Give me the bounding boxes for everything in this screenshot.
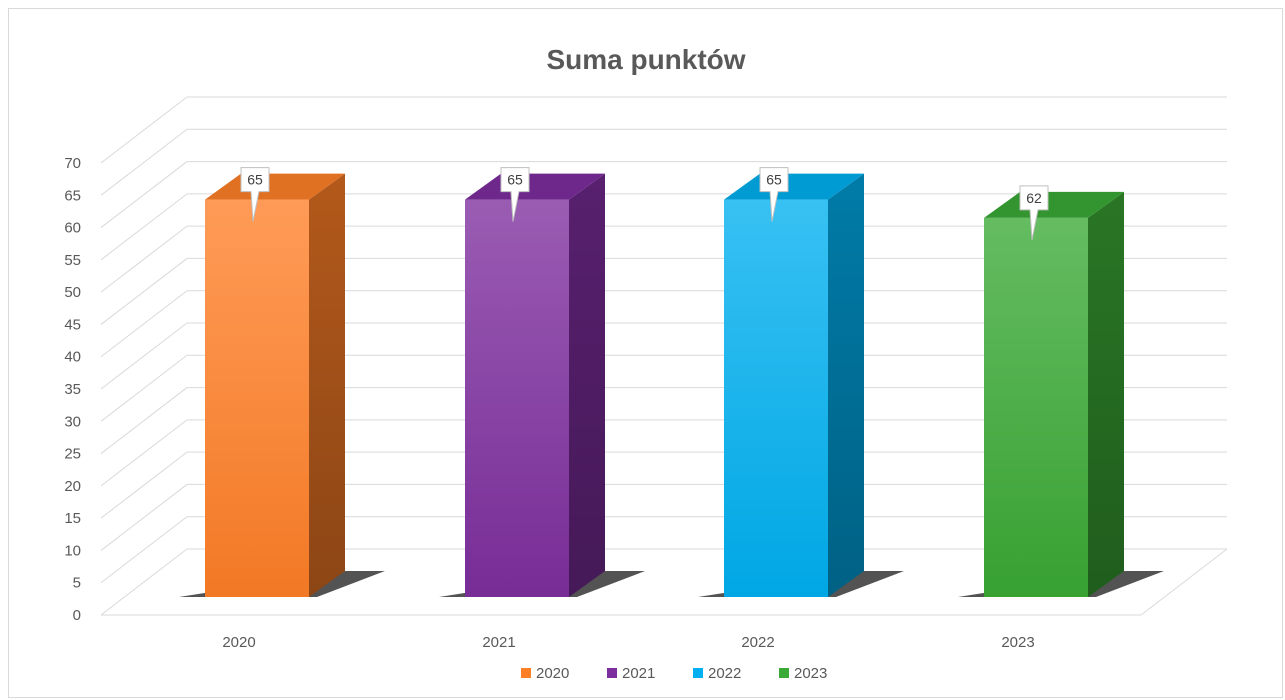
bar-top — [984, 191, 1124, 218]
legend-label: 2022 — [708, 665, 741, 682]
bar-chart: Suma punktów 0 5 10 15 20 25 30 35 40 45 50 55 60 65 7… — [64, 44, 1228, 682]
y-tick-label: 5 — [73, 575, 81, 592]
gridline-diagonal — [100, 161, 188, 228]
gridline-diagonal — [100, 225, 188, 293]
gridline-diagonal — [100, 258, 188, 325]
legend-swatch — [607, 668, 617, 678]
data-label-callout: 65 — [500, 167, 530, 222]
y-tick-label: 45 — [64, 316, 81, 333]
legend-item: 2023 — [779, 665, 827, 682]
gridline-diagonal — [100, 290, 188, 358]
gridline-diagonal — [100, 193, 188, 261]
legend-item: 2020 — [521, 665, 569, 682]
bars: 65 65 65 62 — [179, 167, 1164, 598]
gridline-diagonal — [100, 484, 188, 551]
bar-2021 — [465, 199, 569, 598]
bar-side — [1088, 191, 1124, 597]
gridline-diagonal — [100, 548, 188, 616]
legend: 2020 2021 2022 2023 — [521, 665, 827, 682]
floor-edge-right — [1140, 548, 1228, 616]
x-tick-label: 2023 — [1001, 634, 1034, 651]
y-tick-label: 40 — [64, 349, 81, 366]
bar-2023 — [984, 217, 1088, 597]
legend-swatch — [693, 668, 703, 678]
legend-item: 2022 — [693, 665, 741, 682]
y-tick-label: 55 — [64, 252, 81, 269]
y-tick-label: 15 — [64, 510, 81, 527]
y-tick-label: 35 — [64, 381, 81, 398]
y-tick-label: 70 — [64, 155, 81, 172]
legend-swatch — [521, 668, 531, 678]
legend-label: 2020 — [536, 665, 569, 682]
bar-top — [465, 173, 605, 200]
gridline-diagonal — [100, 419, 188, 487]
y-tick-label: 10 — [64, 542, 81, 559]
bar-2020 — [205, 199, 309, 598]
legend-item: 2021 — [607, 665, 655, 682]
x-tick-label: 2021 — [482, 634, 515, 651]
y-tick-label: 20 — [64, 478, 81, 495]
bar-top — [724, 173, 864, 200]
bar-top — [205, 173, 345, 200]
data-label: 65 — [247, 172, 263, 188]
x-tick-label: 2022 — [741, 634, 774, 651]
gridline-diagonal — [100, 128, 188, 196]
y-tick-label: 60 — [64, 220, 81, 237]
gridline-diagonal — [100, 322, 188, 390]
y-tick-label: 65 — [64, 187, 81, 204]
x-tick-label: 2020 — [222, 634, 255, 651]
bar-side — [569, 173, 605, 598]
data-label: 65 — [507, 172, 523, 188]
y-axis: 0 5 10 15 20 25 30 35 40 45 50 55 60 65 70 — [64, 155, 81, 624]
y-tick-label: 25 — [64, 446, 81, 463]
data-label-callout: 65 — [759, 167, 789, 222]
gridline-diagonal — [100, 96, 188, 164]
data-label-callout: 65 — [240, 167, 270, 222]
legend-swatch — [779, 668, 789, 678]
y-tick-label: 30 — [64, 413, 81, 430]
bar-2022 — [724, 199, 828, 598]
y-tick-label: 50 — [64, 284, 81, 301]
data-label: 62 — [1026, 190, 1042, 206]
y-tick-label: 0 — [73, 607, 81, 624]
gridline-diagonal — [100, 354, 188, 422]
gridline-diagonal — [100, 387, 188, 454]
chart-title: Suma punktów — [546, 44, 745, 75]
data-label: 65 — [766, 172, 782, 188]
chart-frame: Suma punktów 0 5 10 15 20 25 30 35 40 45 50 55 60 65 7… — [8, 8, 1283, 698]
x-axis: 2020 2021 2022 2023 — [222, 634, 1034, 651]
data-label-callout: 62 — [1019, 185, 1049, 241]
legend-label: 2023 — [794, 665, 827, 682]
gridline-diagonal — [100, 516, 188, 584]
bar-side — [309, 173, 345, 598]
legend-label: 2021 — [622, 665, 655, 682]
bar-side — [828, 173, 864, 598]
gridline-diagonal — [100, 451, 188, 519]
